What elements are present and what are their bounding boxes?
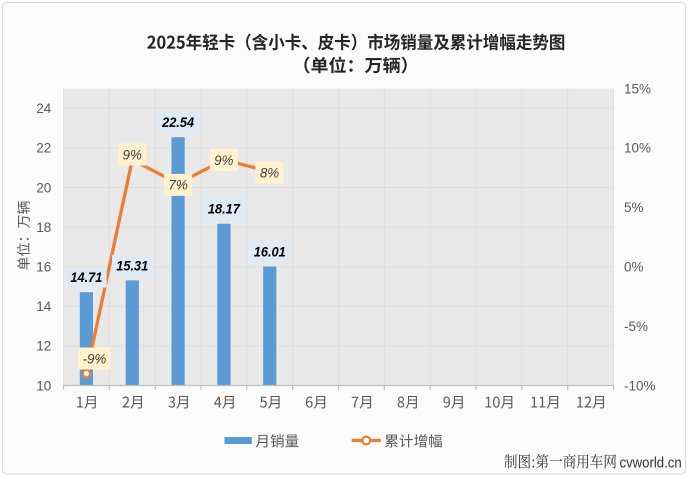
svg-text:9%: 9% (123, 147, 142, 162)
svg-text:16: 16 (36, 260, 51, 275)
svg-text:22.54: 22.54 (161, 115, 194, 130)
svg-text:0%: 0% (624, 260, 644, 275)
svg-text:-10%: -10% (624, 378, 656, 393)
svg-text:8%: 8% (260, 165, 279, 180)
svg-text:5%: 5% (624, 200, 644, 215)
svg-text:20: 20 (36, 180, 51, 195)
svg-text:-5%: -5% (624, 319, 648, 334)
svg-text:15.31: 15.31 (116, 258, 148, 273)
svg-text:7%: 7% (168, 178, 187, 193)
svg-text:22: 22 (36, 141, 51, 156)
svg-text:10%: 10% (624, 141, 651, 156)
svg-text:-9%: -9% (82, 351, 106, 366)
svg-text:9%: 9% (214, 153, 233, 168)
svg-text:24: 24 (36, 101, 52, 116)
svg-text:15%: 15% (624, 81, 651, 96)
svg-text:10: 10 (36, 378, 51, 393)
svg-text:16.01: 16.01 (254, 244, 286, 259)
svg-text:18.17: 18.17 (208, 202, 241, 217)
svg-text:12: 12 (36, 339, 51, 354)
svg-text:18: 18 (36, 220, 51, 235)
svg-text:cvworld.cn: cvworld.cn (620, 455, 682, 472)
svg-text:14: 14 (36, 299, 52, 314)
svg-text:14.71: 14.71 (70, 270, 102, 285)
